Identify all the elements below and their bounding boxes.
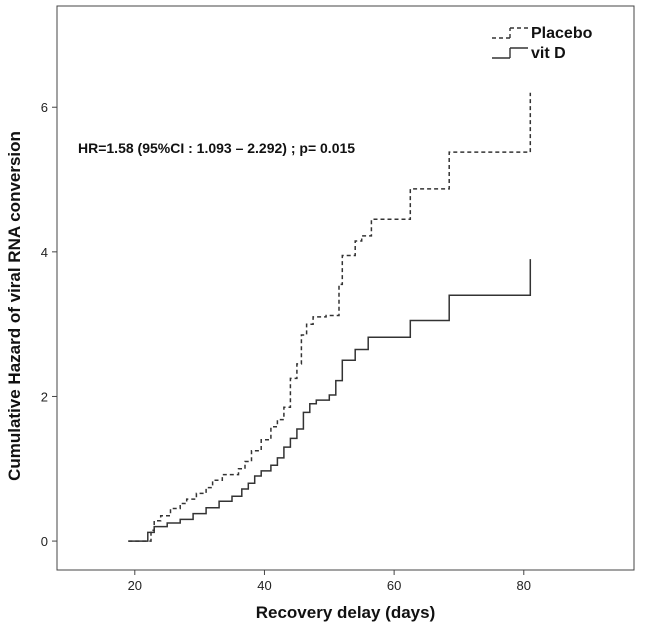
x-tick-label: 40 bbox=[257, 578, 271, 593]
y-axis-title: Cumulative Hazard of viral RNA conversio… bbox=[5, 131, 24, 481]
series-line-vit-d bbox=[128, 259, 532, 542]
y-tick-label: 6 bbox=[41, 100, 48, 115]
x-tick-label: 60 bbox=[387, 578, 401, 593]
y-axis-ticks: 0 2 4 6 bbox=[41, 100, 57, 549]
x-tick-label: 80 bbox=[517, 578, 531, 593]
y-tick-label: 0 bbox=[41, 534, 48, 549]
plot-frame bbox=[56, 5, 635, 571]
legend-label-placebo: Placebo bbox=[531, 25, 593, 42]
hazard-ratio-annotation: HR=1.58 (95%CI : 1.093 – 2.292) ; p= 0.0… bbox=[78, 140, 355, 156]
x-tick-label: 20 bbox=[128, 578, 142, 593]
legend: Placebo vit D bbox=[492, 25, 593, 62]
y-tick-label: 4 bbox=[41, 245, 48, 260]
y-tick-label: 2 bbox=[41, 389, 48, 404]
x-axis-title: Recovery delay (days) bbox=[256, 603, 436, 622]
x-axis-ticks: 20 40 60 80 bbox=[128, 570, 531, 593]
series-line-placebo bbox=[128, 92, 532, 542]
legend-label-vitd: vit D bbox=[531, 45, 566, 62]
series-layer bbox=[128, 92, 532, 542]
